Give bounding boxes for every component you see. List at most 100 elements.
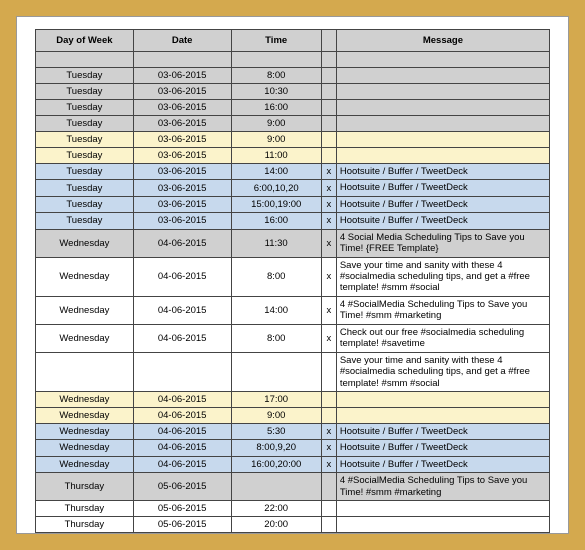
cell-msg bbox=[336, 68, 549, 84]
cell-x: x bbox=[321, 257, 336, 296]
cell-time: 8:00 bbox=[231, 68, 321, 84]
cell-x: x bbox=[321, 164, 336, 180]
cell-date bbox=[133, 352, 231, 391]
table-row: Wednesday04-06-20158:00xCheck out our fr… bbox=[36, 324, 550, 352]
cell-date: 05-06-2015 bbox=[133, 501, 231, 517]
table-row bbox=[36, 52, 550, 68]
cell-x bbox=[321, 84, 336, 100]
cell-day: Wednesday bbox=[36, 229, 134, 257]
cell-time: 22:00 bbox=[231, 501, 321, 517]
cell-x bbox=[321, 116, 336, 132]
cell-day: Tuesday bbox=[36, 196, 134, 212]
cell-day: Tuesday bbox=[36, 116, 134, 132]
cell-day: Tuesday bbox=[36, 148, 134, 164]
cell-x bbox=[321, 473, 336, 501]
cell-date: 03-06-2015 bbox=[133, 132, 231, 148]
cell-x bbox=[321, 407, 336, 423]
cell-msg: 4 Social Media Scheduling Tips to Save y… bbox=[336, 229, 549, 257]
cell-date: 03-06-2015 bbox=[133, 213, 231, 229]
col-header-x bbox=[321, 30, 336, 52]
cell-day: Tuesday bbox=[36, 100, 134, 116]
cell-day: Tuesday bbox=[36, 213, 134, 229]
cell-day: Wednesday bbox=[36, 456, 134, 472]
cell-day: Tuesday bbox=[36, 180, 134, 196]
cell-day: Tuesday bbox=[36, 84, 134, 100]
cell-msg: Hootsuite / Buffer / TweetDeck bbox=[336, 180, 549, 196]
cell-time: 10:30 bbox=[231, 84, 321, 100]
cell-date: 03-06-2015 bbox=[133, 196, 231, 212]
cell-msg: Hootsuite / Buffer / TweetDeck bbox=[336, 196, 549, 212]
cell-x: x bbox=[321, 180, 336, 196]
table-row: Tuesday03-06-20158:00 bbox=[36, 68, 550, 84]
cell-msg bbox=[336, 391, 549, 407]
table-row: Thursday05-06-201522:00 bbox=[36, 501, 550, 517]
table-row: Wednesday04-06-20158:00,9,20xHootsuite /… bbox=[36, 440, 550, 456]
cell-msg bbox=[336, 148, 549, 164]
cell-day: Wednesday bbox=[36, 296, 134, 324]
cell-day: Tuesday bbox=[36, 68, 134, 84]
cell-time: 8:00,9,20 bbox=[231, 440, 321, 456]
cell-date: 04-06-2015 bbox=[133, 324, 231, 352]
cell-date: 03-06-2015 bbox=[133, 164, 231, 180]
cell-date bbox=[133, 52, 231, 68]
cell-msg bbox=[336, 517, 549, 533]
cell-day: Wednesday bbox=[36, 324, 134, 352]
cell-x bbox=[321, 52, 336, 68]
cell-x bbox=[321, 148, 336, 164]
cell-date: 04-06-2015 bbox=[133, 456, 231, 472]
cell-x bbox=[321, 391, 336, 407]
cell-date: 03-06-2015 bbox=[133, 116, 231, 132]
cell-date: 04-06-2015 bbox=[133, 391, 231, 407]
cell-msg: Hootsuite / Buffer / TweetDeck bbox=[336, 440, 549, 456]
table-row: Tuesday03-06-201515:00,19:00xHootsuite /… bbox=[36, 196, 550, 212]
cell-x bbox=[321, 501, 336, 517]
cell-x: x bbox=[321, 423, 336, 439]
cell-msg: Check out our free #socialmedia scheduli… bbox=[336, 324, 549, 352]
cell-day bbox=[36, 352, 134, 391]
cell-day: Tuesday bbox=[36, 132, 134, 148]
cell-msg: 4 #SocialMedia Scheduling Tips to Save y… bbox=[336, 296, 549, 324]
table-row: Tuesday03-06-201510:30 bbox=[36, 84, 550, 100]
cell-msg: Save your time and sanity with these 4 #… bbox=[336, 352, 549, 391]
cell-x bbox=[321, 352, 336, 391]
cell-date: 05-06-2015 bbox=[133, 517, 231, 533]
cell-msg bbox=[336, 84, 549, 100]
cell-date: 04-06-2015 bbox=[133, 296, 231, 324]
table-row: Tuesday03-06-201516:00 bbox=[36, 100, 550, 116]
cell-day: Thursday bbox=[36, 501, 134, 517]
cell-msg bbox=[336, 100, 549, 116]
col-header-day: Day of Week bbox=[36, 30, 134, 52]
cell-date: 04-06-2015 bbox=[133, 229, 231, 257]
cell-time: 20:00 bbox=[231, 517, 321, 533]
cell-time: 14:00 bbox=[231, 164, 321, 180]
cell-time: 9:00 bbox=[231, 132, 321, 148]
cell-day: Wednesday bbox=[36, 423, 134, 439]
cell-time: 9:00 bbox=[231, 407, 321, 423]
cell-time bbox=[231, 352, 321, 391]
cell-day: Wednesday bbox=[36, 391, 134, 407]
table-row: Tuesday03-06-201511:00 bbox=[36, 148, 550, 164]
cell-date: 05-06-2015 bbox=[133, 473, 231, 501]
schedule-table: Day of Week Date Time Message Tuesday03-… bbox=[35, 29, 550, 533]
cell-msg bbox=[336, 132, 549, 148]
cell-time: 11:30 bbox=[231, 229, 321, 257]
cell-x: x bbox=[321, 229, 336, 257]
cell-date: 04-06-2015 bbox=[133, 440, 231, 456]
col-header-date: Date bbox=[133, 30, 231, 52]
table-header: Day of Week Date Time Message bbox=[36, 30, 550, 52]
cell-date: 03-06-2015 bbox=[133, 100, 231, 116]
cell-time: 16:00,20:00 bbox=[231, 456, 321, 472]
table-row: Tuesday03-06-20159:00 bbox=[36, 132, 550, 148]
table-row: Tuesday03-06-201514:00xHootsuite / Buffe… bbox=[36, 164, 550, 180]
cell-time: 9:00 bbox=[231, 116, 321, 132]
cell-date: 04-06-2015 bbox=[133, 257, 231, 296]
cell-msg bbox=[336, 52, 549, 68]
cell-time: 8:00 bbox=[231, 257, 321, 296]
cell-x: x bbox=[321, 213, 336, 229]
cell-msg: Save your time and sanity with these 4 #… bbox=[336, 257, 549, 296]
cell-x: x bbox=[321, 324, 336, 352]
cell-day: Wednesday bbox=[36, 440, 134, 456]
cell-day: Wednesday bbox=[36, 407, 134, 423]
table-row: Wednesday04-06-20158:00xSave your time a… bbox=[36, 257, 550, 296]
cell-msg bbox=[336, 407, 549, 423]
